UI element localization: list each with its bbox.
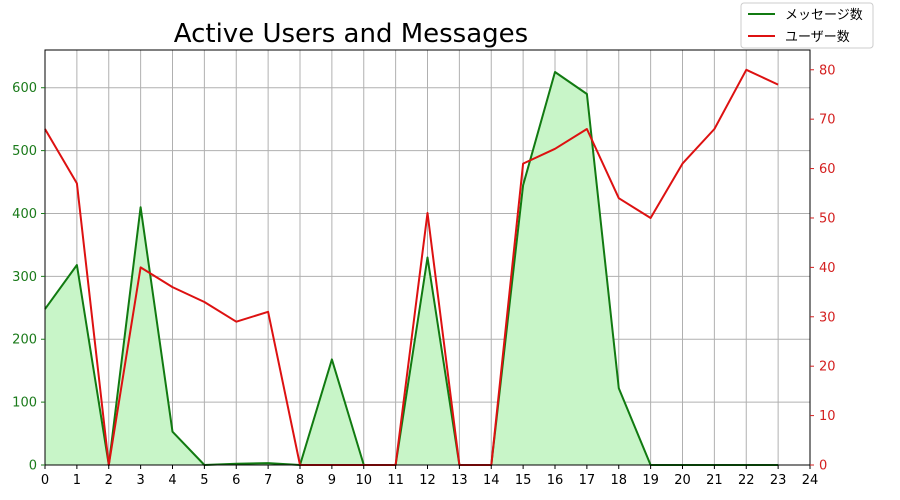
y-left-tick-label: 0	[29, 459, 37, 474]
legend-label: ユーザー数	[785, 30, 850, 45]
y-right-tick-label: 0	[819, 459, 827, 474]
y-right-tick-label: 60	[819, 162, 836, 177]
y-right-tick-label: 80	[819, 63, 836, 78]
x-tick-label: 1	[73, 473, 81, 488]
x-tick-label: 24	[802, 473, 819, 488]
x-tick-label: 10	[355, 473, 372, 488]
x-tick-label: 14	[483, 473, 500, 488]
x-tick-label: 22	[738, 473, 755, 488]
series-line-1	[44, 68, 779, 466]
x-tick-label: 9	[328, 473, 336, 488]
y-right-tick-label: 70	[819, 113, 836, 128]
x-tick-label: 13	[451, 473, 468, 488]
y-left-tick-label: 300	[12, 270, 37, 285]
x-tick-label: 6	[232, 473, 240, 488]
y-left-tick-label: 500	[12, 144, 37, 159]
x-tick-label: 19	[642, 473, 659, 488]
x-tick-label: 15	[515, 473, 532, 488]
x-tick-label: 16	[547, 473, 564, 488]
x-tick-label: 11	[387, 473, 404, 488]
x-tick-label: 23	[770, 473, 787, 488]
y-right-tick-label: 10	[819, 409, 836, 424]
y-right-tick-label: 40	[819, 261, 836, 276]
x-tick-label: 17	[579, 473, 596, 488]
x-tick-label: 5	[200, 473, 208, 488]
x-tick-label: 20	[674, 473, 691, 488]
axes: 0 1 2 3 4 5 6 7 8 9 10 11 12 13 14 15 16 17 18 19 20 21 22 23 24…	[12, 49, 836, 488]
y-left-tick-label: 400	[12, 207, 37, 222]
y-left-tick-label: 200	[12, 333, 37, 348]
x-tick-label: 7	[264, 473, 272, 488]
legend-label: メッセージ数	[785, 8, 863, 23]
x-tick-label: 4	[168, 473, 176, 488]
x-tick-label: 3	[136, 473, 144, 488]
x-tick-label: 2	[105, 473, 113, 488]
y-left-tick-label: 600	[12, 81, 37, 96]
y-left-tick-label: 100	[12, 396, 37, 411]
series-area-0	[45, 72, 779, 465]
x-tick-label: 18	[610, 473, 627, 488]
chart-title: Active Users and Messages	[174, 19, 528, 49]
area-layer	[45, 72, 779, 465]
x-tick-label: 21	[706, 473, 723, 488]
x-tick-label: 8	[296, 473, 304, 488]
x-tick-label: 12	[419, 473, 436, 488]
y-right-tick-label: 20	[819, 360, 836, 375]
y-right-tick-label: 50	[819, 211, 836, 226]
legend: メッセージ数 ユーザー数	[740, 2, 874, 49]
x-tick-label: 0	[41, 473, 49, 488]
y-right-tick-label: 30	[819, 310, 836, 325]
